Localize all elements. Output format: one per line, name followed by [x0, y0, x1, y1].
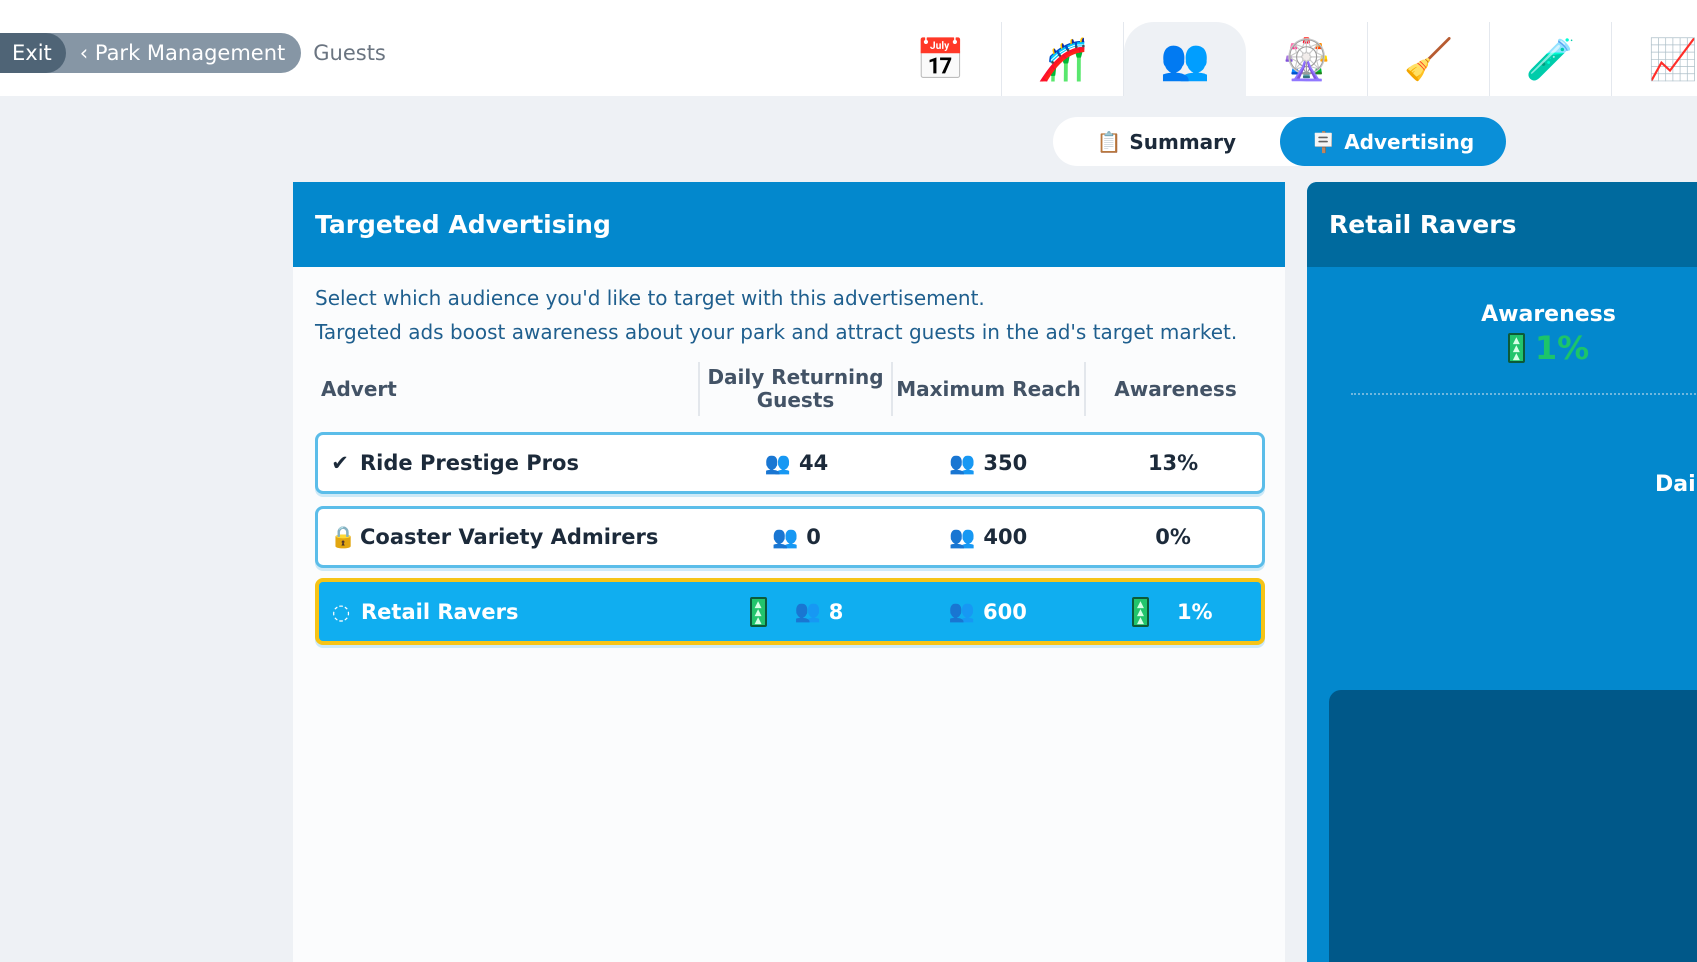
- guests-icon: 👥: [949, 524, 976, 549]
- calendar-icon: 📅: [915, 36, 966, 83]
- guests-icon: 👥: [772, 524, 799, 549]
- check-icon: ✔: [331, 451, 349, 475]
- col-max-reach: Maximum Reach: [893, 362, 1086, 416]
- boost-icon: ▲ ▲ ▲: [1131, 596, 1149, 627]
- advert-name: Coaster Variety Admirers: [360, 525, 659, 549]
- description-line-1: Select which audience you'd like to targ…: [315, 286, 985, 310]
- col-advert: Advert: [315, 362, 700, 416]
- divider: [1351, 393, 1697, 395]
- awareness-stat: Awareness ▲ ▲ ▲ 1%: [1307, 302, 1697, 367]
- chevron-left-icon: ‹: [79, 41, 95, 65]
- guests-icon: 👥: [1160, 36, 1210, 83]
- nav-staff[interactable]: 🧹: [1368, 22, 1490, 96]
- guests-icon: 👥: [764, 450, 791, 475]
- awareness-label: Awareness: [1481, 302, 1616, 327]
- breadcrumb-current: Guests: [313, 41, 386, 65]
- finance-icon: 📈: [1648, 36, 1697, 83]
- panel-description: Select which audience you'd like to targ…: [293, 267, 1285, 349]
- reach-value: 600: [983, 599, 1027, 624]
- awareness-detail-value: 1%: [1534, 329, 1590, 367]
- boost-icon: ▲ ▲ ▲: [749, 596, 767, 627]
- reach-value: 350: [983, 451, 1028, 475]
- tab-summary-label: Summary: [1129, 129, 1237, 154]
- detail-title: Retail Ravers: [1307, 182, 1697, 267]
- back-park-management-button[interactable]: ‹ Park Management: [45, 33, 302, 73]
- clipboard-icon: 📋: [1096, 129, 1122, 154]
- col-awareness: Awareness: [1114, 376, 1237, 401]
- lock-icon: 🔒: [330, 524, 357, 549]
- daily-label: Dail: [1655, 472, 1697, 497]
- rides-icon: 🎢: [1037, 36, 1088, 83]
- category-nav: 📅 🎢 👥 🎡 🧹 🧪 📈: [880, 22, 1697, 96]
- guests-icon: 👥: [794, 599, 821, 623]
- staff-icon: 🧹: [1403, 36, 1454, 83]
- exit-button[interactable]: Exit: [0, 33, 66, 73]
- detail-panel: Retail Ravers Awareness ▲▲▲ 1% Dail: [1307, 182, 1697, 962]
- guests-icon: 👥: [948, 599, 975, 623]
- col-daily-returning: Daily Returning Guests: [700, 362, 893, 416]
- targeted-advertising-panel: Targeted Advertising Select which audien…: [293, 182, 1285, 962]
- boost-icon: ▲ ▲ ▲: [1507, 333, 1525, 363]
- tab-advertising-label: Advertising: [1344, 129, 1475, 154]
- awareness-value: 0%: [1155, 525, 1191, 549]
- tab-summary[interactable]: 📋 Summary: [1053, 117, 1280, 166]
- table-row[interactable]: ✔ Ride Prestige Pros 👥 44 👥 350 13%: [315, 432, 1265, 494]
- table-header: Advert Daily Returning Guests Maximum Re…: [315, 362, 1265, 416]
- nav-finance[interactable]: 📈: [1612, 22, 1697, 96]
- table-row[interactable]: 🔒 Coaster Variety Admirers 👥 0 👥 400 0%: [315, 506, 1265, 568]
- tab-advertising[interactable]: 🪧 Advertising: [1279, 117, 1506, 166]
- nav-guests[interactable]: 👥: [1124, 22, 1246, 96]
- loading-icon: ◌: [331, 599, 351, 624]
- daily-value: 0: [806, 525, 821, 549]
- top-bar: Exit ‹ Park Management Guests 📅 🎢 👥 🎡 🧹 …: [0, 0, 1697, 96]
- billboard-icon: 🪧: [1311, 129, 1337, 154]
- panel-title: Targeted Advertising: [293, 182, 1285, 267]
- view-toggle: 📋 Summary 🪧 Advertising: [1053, 117, 1506, 166]
- research-icon: 🧪: [1525, 36, 1576, 83]
- nav-calendar[interactable]: 📅: [880, 22, 1002, 96]
- advert-name: Ride Prestige Pros: [360, 451, 579, 475]
- nav-attractions[interactable]: 🎡: [1246, 22, 1368, 96]
- awareness-value: 13%: [1147, 451, 1199, 475]
- breadcrumb: Exit ‹ Park Management Guests: [0, 33, 386, 73]
- table-row-selected[interactable]: ◌ Retail Ravers ▲ ▲ ▲ 👥 8 👥 600 ▲ ▲ ▲ 1%: [315, 578, 1265, 645]
- back-label: Park Management: [94, 41, 286, 65]
- nav-research[interactable]: 🧪: [1490, 22, 1612, 96]
- daily-value: 44: [798, 451, 829, 475]
- awareness-value: 1%: [1176, 599, 1213, 624]
- nav-rides[interactable]: 🎢: [1002, 22, 1124, 96]
- detail-subpanel: [1329, 690, 1697, 962]
- daily-value: 8: [828, 599, 844, 624]
- description-line-2: Targeted ads boost awareness about your …: [315, 320, 1238, 344]
- advert-name: Retail Ravers: [361, 599, 519, 624]
- reach-value: 400: [983, 525, 1028, 549]
- guests-icon: 👥: [949, 450, 976, 475]
- attractions-icon: 🎡: [1281, 36, 1332, 83]
